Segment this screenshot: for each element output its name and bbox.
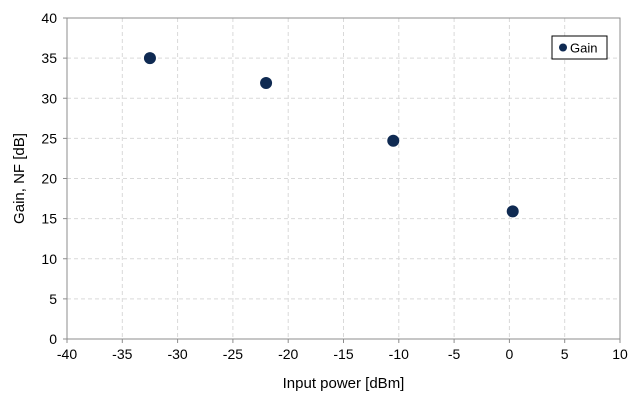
x-tick-label: -40: [57, 346, 77, 362]
x-tick-label: 0: [506, 346, 514, 362]
x-tick-label: -35: [112, 346, 132, 362]
y-tick-label: 5: [49, 291, 57, 307]
x-axis-ticks: -40 -35 -30 -25 -20 -15 -10 -5 0 5 10: [57, 339, 628, 362]
x-tick-label: -20: [278, 346, 298, 362]
y-tick-label: 40: [41, 10, 57, 26]
y-tick-label: 15: [41, 211, 57, 227]
y-tick-label: 20: [41, 171, 57, 187]
grid-lines: [67, 18, 620, 339]
x-tick-label: -30: [167, 346, 187, 362]
legend-box: [551, 35, 608, 60]
x-tick-label: -15: [333, 346, 353, 362]
data-point-gain: [387, 134, 400, 147]
data-point-gain: [506, 205, 519, 218]
x-tick-label: -25: [223, 346, 243, 362]
data-point-gain: [260, 77, 273, 90]
legend-marker-gain: [559, 43, 567, 52]
y-tick-label: 0: [49, 331, 57, 347]
x-tick-label: 10: [612, 346, 628, 362]
y-axis-label: Gain, NF [dB]: [11, 133, 28, 224]
y-tick-label: 10: [41, 251, 57, 267]
x-tick-label: -5: [448, 346, 461, 362]
y-tick-label: 30: [41, 90, 57, 106]
data-point-gain: [143, 52, 156, 65]
legend-label-gain: Gain: [570, 41, 597, 56]
x-tick-label: 5: [561, 346, 569, 362]
y-tick-label: 35: [41, 50, 57, 66]
x-axis-label: Input power [dBm]: [283, 375, 405, 392]
x-tick-label: -10: [389, 346, 409, 362]
y-axis-ticks: 0 5 10 15 20 25 30 35 40: [41, 10, 67, 347]
y-tick-label: 25: [41, 130, 57, 146]
data-points: [143, 52, 519, 218]
legend: Gain: [551, 35, 608, 60]
